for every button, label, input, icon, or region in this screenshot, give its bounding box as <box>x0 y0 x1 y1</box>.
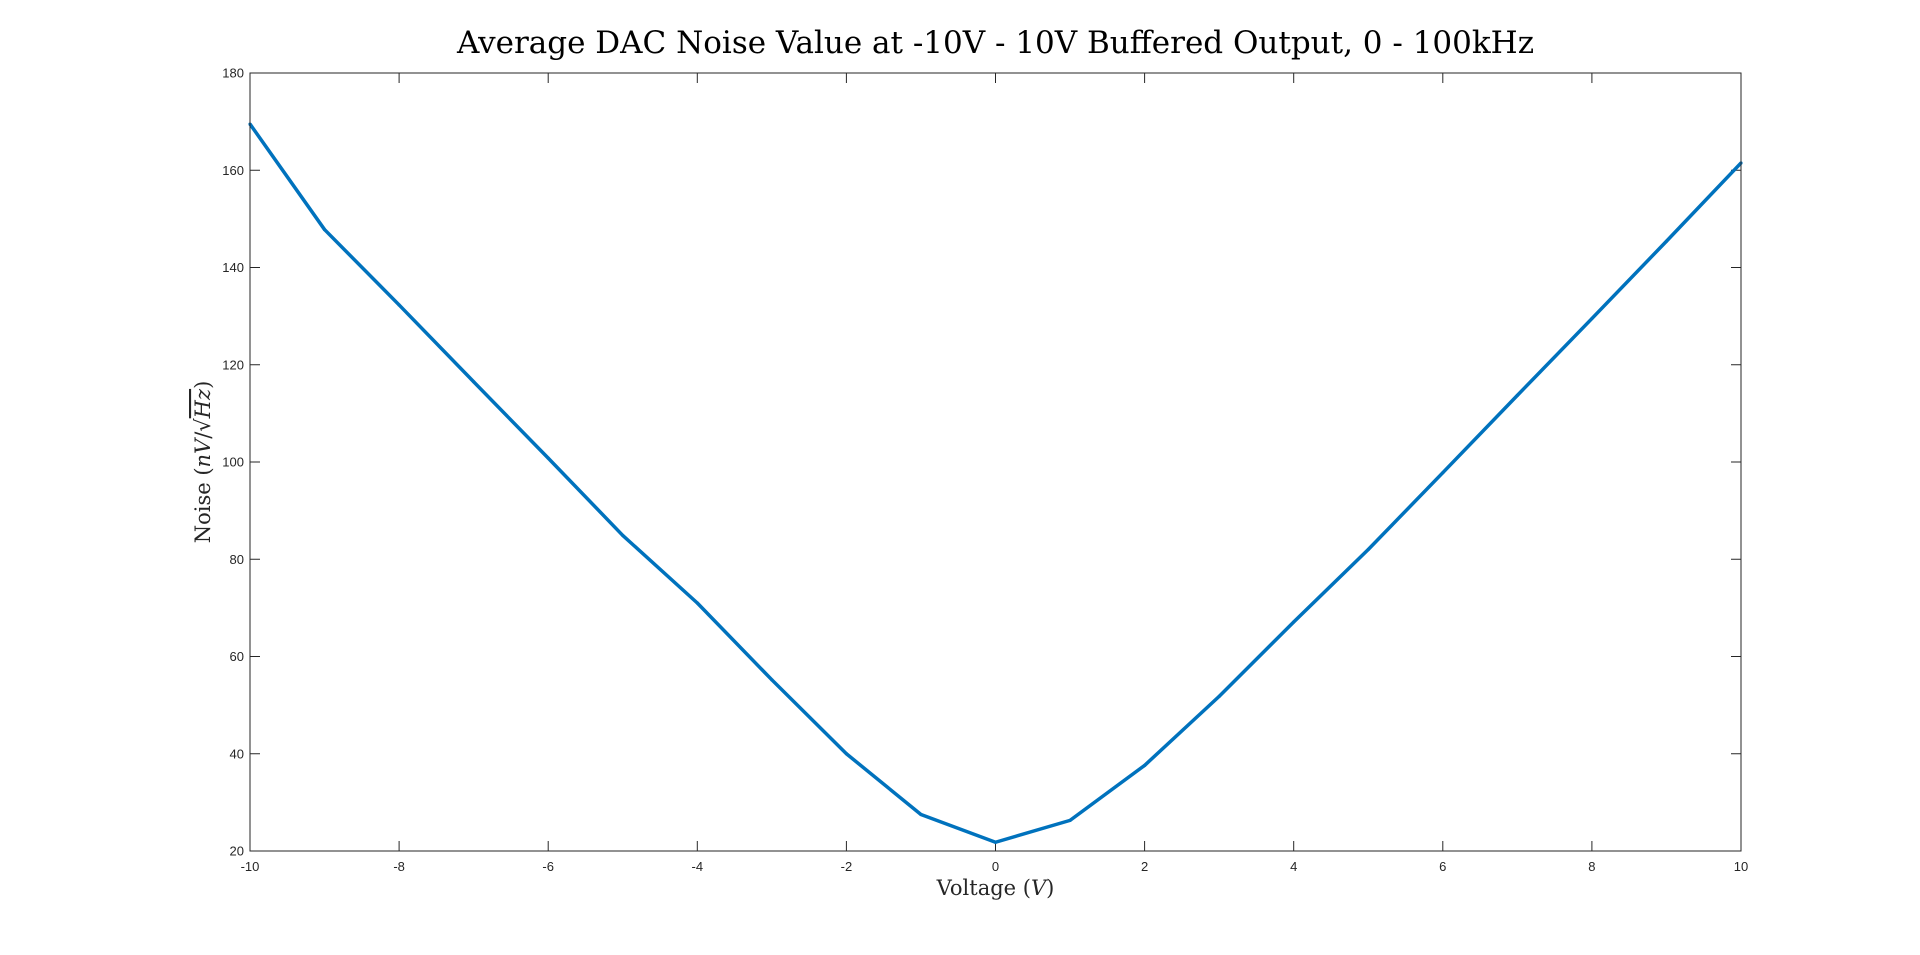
x-tick-label: -4 <box>692 859 704 874</box>
x-tick-label: -2 <box>841 859 853 874</box>
y-tick-label: 160 <box>222 163 244 178</box>
x-tick-label: 8 <box>1588 859 1595 874</box>
y-axis-label-sqrt: √ <box>191 418 215 432</box>
x-tick-label: -10 <box>241 859 260 874</box>
y-axis-label-group: Noise (nV/√Hz) <box>191 381 215 544</box>
plot-area <box>250 73 1741 851</box>
data-point <box>472 380 476 384</box>
data-point <box>695 601 699 605</box>
data-point <box>844 752 849 756</box>
series-layer <box>248 122 1743 844</box>
data-point <box>1515 393 1519 397</box>
data-point <box>1143 763 1147 768</box>
y-tick-label: 60 <box>230 649 244 664</box>
y-tick-label: 180 <box>222 66 244 81</box>
y-tick-label: 20 <box>230 844 244 859</box>
x-axis-label-prefix: Voltage ( <box>936 876 1031 900</box>
data-point <box>1664 239 1669 243</box>
y-tick-label: 80 <box>230 552 244 567</box>
data-point <box>546 456 550 460</box>
data-point <box>993 840 998 844</box>
x-axis-ticks: -10 -8 -6 -4 -2 0 2 4 6 8 10 <box>241 73 1748 874</box>
data-point <box>1441 471 1445 475</box>
x-tick-label: -6 <box>542 859 554 874</box>
y-axis-ticks: 20 40 60 80 100 120 140 160 180 <box>222 66 1741 859</box>
data-point <box>1590 316 1594 321</box>
data-point <box>621 533 625 538</box>
x-axis-label-var: V <box>1031 876 1048 900</box>
data-point <box>1366 547 1370 552</box>
data-point <box>1068 818 1072 822</box>
x-axis-label-suffix: ) <box>1046 876 1054 900</box>
y-axis-label-slash: / <box>191 431 215 439</box>
x-tick-label: 10 <box>1734 859 1748 874</box>
x-tick-label: 0 <box>992 859 999 874</box>
y-axis-label: Noise (nV/√Hz) <box>191 381 215 544</box>
data-point <box>322 227 327 232</box>
y-axis-label-var-n: nV <box>191 437 215 468</box>
y-tick-label: 100 <box>222 455 244 470</box>
data-point <box>397 303 401 307</box>
y-tick-label: 40 <box>230 746 244 761</box>
data-point <box>1217 694 1221 698</box>
x-tick-label: 4 <box>1290 859 1297 874</box>
chart-title: Average DAC Noise Value at -10V - 10V Bu… <box>456 25 1534 61</box>
y-axis-label-var-hz: Hz <box>191 388 215 419</box>
data-point <box>1292 620 1296 624</box>
axes-box <box>249 72 1742 852</box>
x-tick-label: 2 <box>1141 859 1148 874</box>
x-axis-label: Voltage (V) <box>936 876 1055 900</box>
y-tick-label: 120 <box>222 357 244 372</box>
y-axis-label-suffix: ) <box>191 381 215 389</box>
y-tick-label: 140 <box>222 260 244 275</box>
x-tick-label: 6 <box>1439 859 1446 874</box>
y-axis-label-prefix: Noise ( <box>191 467 215 543</box>
data-point <box>770 678 774 682</box>
data-point <box>919 812 923 817</box>
x-tick-label: -8 <box>393 859 405 874</box>
